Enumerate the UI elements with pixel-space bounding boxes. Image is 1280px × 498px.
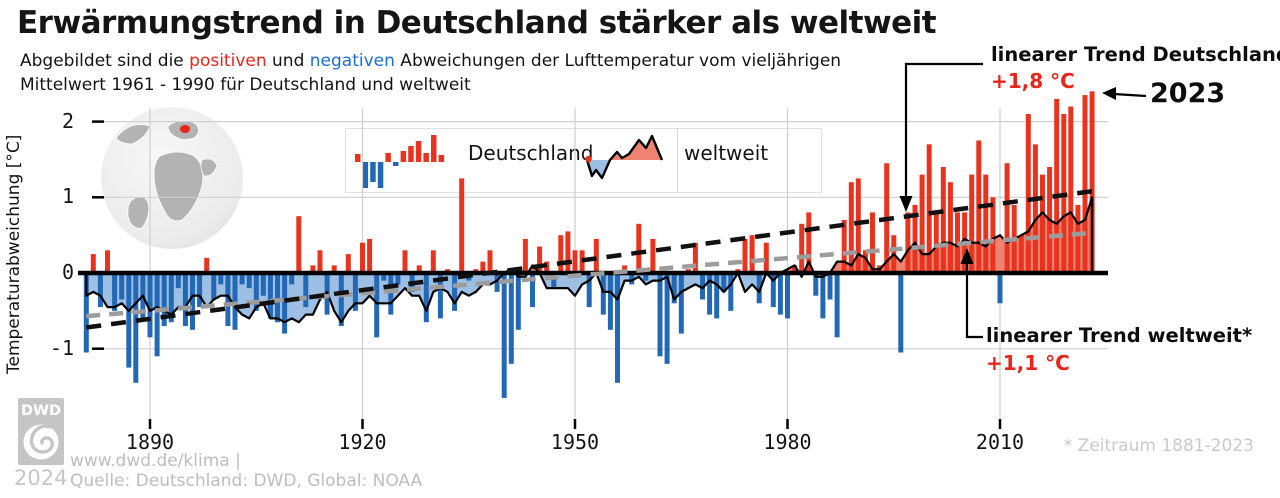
- trend-worldwide-label: linearer Trend weltweit*: [986, 324, 1253, 347]
- germany-marker: [180, 125, 190, 133]
- x-axis-tick-label: 1890: [125, 430, 175, 454]
- subtitle-positive-word: positiven: [189, 51, 267, 71]
- footer-year: 2024: [14, 466, 68, 490]
- page-title: Erwärmungstrend in Deutschland stärker a…: [17, 5, 937, 41]
- subtitle-negative-word: negativen: [309, 51, 395, 71]
- chart-subtitle: Abgebildet sind die positiven und negati…: [20, 51, 842, 95]
- dwd-logo: DWD: [18, 398, 64, 465]
- footer-source: Quelle: Deutschland: DWD, Global: NOAA: [70, 471, 423, 491]
- trend-worldwide-value: +1,1 °C: [986, 351, 1070, 375]
- y-axis-tick-label: 0: [61, 260, 74, 284]
- footnote-period: * Zeitraum 1881-2023: [1063, 436, 1254, 456]
- subtitle-line2: Mittelwert 1961 - 1990 für Deutschland u…: [20, 75, 471, 95]
- footer-url: www.dwd.de/klima |: [70, 451, 241, 471]
- globe-continents: [115, 120, 218, 229]
- globe-illustration: [101, 107, 243, 249]
- legend-divider: [677, 128, 678, 192]
- legend-area-icon: [585, 134, 664, 180]
- subtitle-text: Abgebildet sind die: [20, 51, 190, 71]
- x-axis-tick-label: 1920: [338, 430, 387, 454]
- legend-label-weltweit: weltweit: [684, 141, 769, 165]
- x-axis-tick-label: 2010: [975, 430, 1025, 454]
- legend-bars-icon: [355, 135, 445, 188]
- dwd-logo-text: DWD: [21, 403, 61, 419]
- trend-germany-value: +1,8 °C: [991, 69, 1075, 93]
- legend-box: [345, 128, 822, 193]
- legend-label-deutschland: Deutschland: [468, 141, 594, 165]
- dwd-logo-spiral: [29, 424, 54, 454]
- y-axis-tick-label: -1: [49, 335, 74, 360]
- year-2023-label: 2023: [1150, 78, 1226, 109]
- y-axis-tick-label: 1: [61, 184, 74, 209]
- x-axis-tick-label: 1980: [763, 430, 812, 454]
- trend-germany-label: linearer Trend Deutschland*: [991, 43, 1280, 66]
- y-axis-tick-label: 2: [61, 108, 74, 133]
- x-axis-tick-label: 1950: [550, 430, 600, 454]
- y-axis-label: Temperaturabweichung [°C]: [4, 134, 24, 374]
